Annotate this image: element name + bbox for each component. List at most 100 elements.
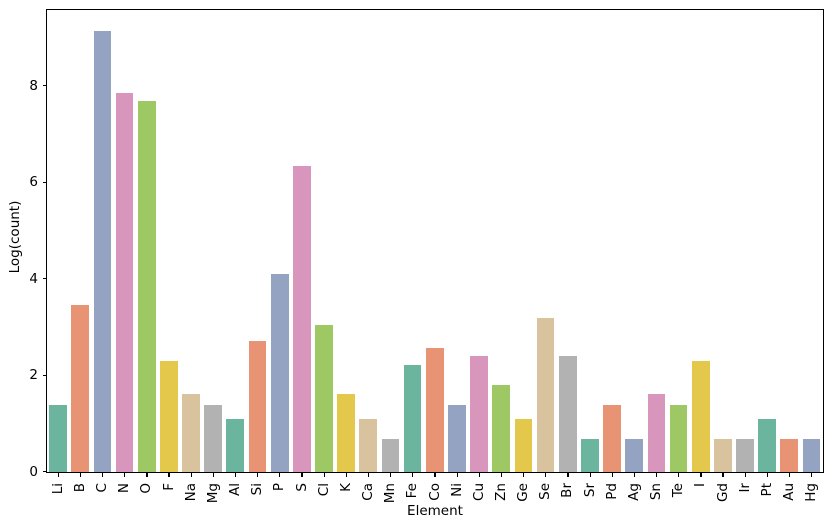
y-tick-mark-8	[42, 85, 47, 87]
x-tick-mark-I	[700, 473, 702, 477]
x-tick-label-Mg: Mg	[204, 483, 221, 504]
x-tick-label-P: P	[271, 483, 288, 492]
bar-Cu	[470, 356, 488, 472]
x-tick-mark-Br	[567, 473, 569, 477]
x-tick-mark-P	[279, 473, 281, 477]
x-tick-label-Mn: Mn	[382, 483, 399, 504]
x-tick-label-Fe: Fe	[404, 483, 421, 499]
y-tick-label-2: 2	[29, 367, 38, 384]
x-tick-mark-C	[102, 473, 104, 477]
bar-Gd	[714, 438, 732, 472]
x-tick-mark-Gd	[722, 473, 724, 477]
x-tick-mark-Ir	[744, 473, 746, 477]
x-tick-mark-N	[124, 473, 126, 477]
x-tick-label-I: I	[692, 483, 709, 487]
x-tick-mark-Si	[257, 473, 259, 477]
bar-K	[337, 394, 355, 472]
x-tick-label-Pd: Pd	[603, 483, 620, 500]
x-tick-label-F: F	[160, 483, 177, 491]
x-tick-mark-Mg	[212, 473, 214, 477]
bar-Ca	[359, 418, 378, 472]
x-tick-label-Pt: Pt	[758, 483, 775, 497]
y-tick-mark-2	[42, 374, 47, 376]
x-tick-mark-Co	[434, 473, 436, 477]
bar-F	[160, 361, 178, 472]
bar-O	[137, 100, 156, 472]
x-tick-label-Si: Si	[249, 483, 266, 496]
x-tick-mark-Ca	[367, 473, 370, 477]
x-tick-label-Se: Se	[537, 483, 554, 500]
x-tick-label-O: O	[138, 483, 155, 494]
x-tick-label-Al: Al	[227, 483, 244, 496]
x-tick-label-Li: Li	[49, 483, 66, 495]
bar-Ag	[625, 438, 644, 472]
bar-Mg	[204, 404, 223, 472]
x-tick-label-S: S	[293, 483, 310, 492]
x-tick-mark-O	[146, 473, 148, 477]
bar-Sn	[647, 394, 666, 472]
bar-Sr	[581, 438, 599, 472]
bar-I	[691, 361, 710, 472]
bar-Al	[226, 418, 245, 472]
bar-Pt	[758, 418, 777, 472]
x-tick-mark-Ag	[633, 473, 636, 477]
x-tick-mark-Se	[545, 473, 547, 477]
bar-B	[71, 304, 90, 472]
x-axis-label: Element	[407, 503, 463, 519]
bar-Te	[669, 404, 688, 472]
bar-Mn	[381, 438, 400, 472]
x-tick-label-Te: Te	[670, 483, 687, 498]
x-tick-label-Br: Br	[559, 483, 576, 498]
y-tick-label-0: 0	[29, 463, 38, 480]
bar-Ir	[736, 438, 754, 472]
y-tick-mark-6	[42, 181, 47, 183]
x-tick-mark-Zn	[500, 473, 503, 477]
x-tick-mark-Fe	[412, 473, 414, 477]
bar-Co	[425, 348, 444, 472]
x-tick-mark-Cl	[323, 473, 325, 477]
bar-Li	[49, 404, 67, 472]
y-axis-label: Log(count)	[7, 200, 23, 274]
x-tick-label-Ni: Ni	[448, 483, 465, 497]
bar-Ge	[514, 418, 533, 472]
bar-Si	[248, 341, 267, 472]
x-tick-label-Au: Au	[781, 483, 798, 501]
x-tick-mark-Na	[190, 473, 192, 477]
y-tick-label-8: 8	[29, 77, 38, 94]
x-tick-mark-Au	[788, 473, 791, 477]
x-tick-mark-Te	[678, 473, 680, 477]
x-tick-mark-Pd	[611, 473, 613, 477]
x-tick-mark-K	[345, 473, 347, 477]
y-tick-label-4: 4	[29, 270, 38, 287]
x-tick-label-Hg: Hg	[803, 483, 820, 502]
x-tick-mark-F	[168, 473, 170, 477]
x-tick-mark-Sr	[589, 473, 591, 477]
x-tick-mark-Li	[57, 473, 59, 477]
x-tick-mark-S	[301, 473, 303, 477]
plot-area	[46, 9, 824, 473]
x-tick-label-Gd: Gd	[714, 483, 731, 503]
x-tick-label-B: B	[71, 483, 88, 493]
x-tick-label-Sr: Sr	[581, 483, 598, 498]
x-tick-label-Co: Co	[426, 483, 443, 501]
x-tick-label-Na: Na	[182, 483, 199, 502]
x-tick-label-Ca: Ca	[360, 483, 377, 501]
x-tick-mark-Cu	[478, 473, 480, 477]
x-tick-mark-Hg	[811, 473, 813, 477]
bar-Au	[780, 438, 799, 472]
y-tick-mark-0	[42, 471, 47, 473]
bar-Pd	[603, 404, 621, 472]
bar-Br	[558, 356, 577, 472]
x-tick-mark-Ni	[456, 473, 458, 477]
y-tick-mark-4	[42, 278, 47, 280]
x-tick-label-Sn: Sn	[648, 483, 665, 501]
y-tick-label-6: 6	[29, 174, 38, 191]
x-tick-label-Ir: Ir	[736, 483, 753, 493]
bar-P	[270, 273, 289, 472]
x-tick-label-C: C	[94, 483, 111, 493]
x-tick-mark-Mn	[390, 473, 392, 477]
bar-N	[115, 92, 134, 472]
bar-Na	[182, 394, 200, 472]
bar-Ni	[448, 404, 466, 472]
